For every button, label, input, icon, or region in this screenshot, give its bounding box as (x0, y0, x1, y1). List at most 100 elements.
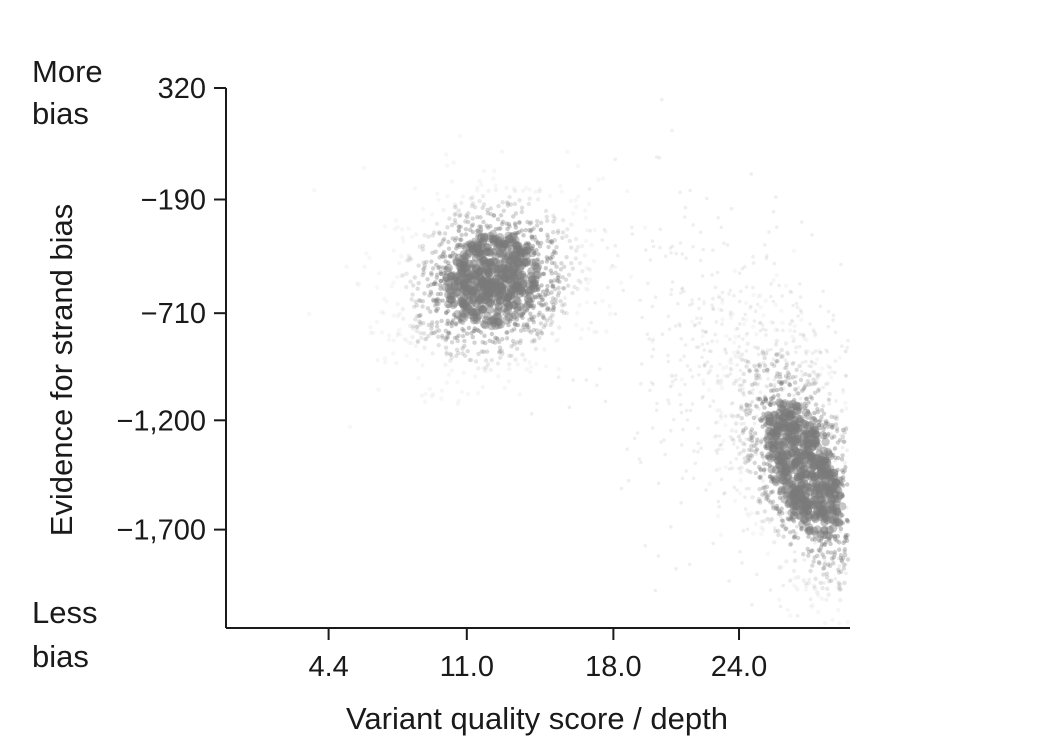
scatter-point (476, 234, 485, 243)
scatter-point (487, 338, 492, 343)
scatter-point (539, 240, 544, 246)
scatter-point (558, 267, 564, 272)
scatter-point (758, 474, 763, 479)
scatter-point (517, 198, 522, 203)
scatter-point (422, 399, 428, 404)
scatter-point (504, 336, 510, 341)
scatter-point (556, 275, 561, 280)
scatter-point (780, 485, 790, 495)
scatter-point (475, 327, 480, 332)
scatter-point (584, 378, 589, 382)
scatter-point (431, 298, 436, 304)
scatter-point (763, 435, 772, 444)
x-tick-label: 4.4 (308, 651, 348, 683)
scatter-point (707, 481, 712, 487)
scatter-point (676, 301, 680, 306)
scatter-point (728, 434, 733, 439)
scatter-point (446, 295, 455, 304)
scatter-point (779, 381, 784, 387)
scatter-point (536, 284, 541, 289)
y-tick-label: −190 (141, 184, 206, 216)
scatter-point (751, 292, 756, 298)
scatter-point (545, 288, 550, 293)
scatter-point (506, 222, 512, 227)
scatter-point (600, 238, 605, 242)
scatter-point (750, 399, 755, 404)
scatter-point (453, 205, 458, 210)
scatter-point (453, 252, 458, 258)
scatter-point (820, 517, 829, 527)
scatter-point (587, 267, 593, 273)
scatter-point (842, 549, 847, 554)
scatter-point (787, 380, 792, 385)
scatter-point (825, 526, 834, 535)
scatter-point (361, 165, 366, 170)
scatter-point (821, 427, 826, 432)
scatter-point (425, 306, 431, 311)
scatter-point (433, 280, 438, 285)
scatter-point (438, 278, 444, 284)
scatter-point (668, 246, 673, 250)
scatter-point (553, 300, 558, 305)
scatter-point (766, 493, 771, 498)
scatter-point (499, 221, 505, 227)
scatter-point (531, 261, 540, 271)
scatter-point (545, 256, 550, 262)
scatter-point (724, 333, 729, 339)
scatter-point (794, 531, 798, 536)
scatter-point (756, 294, 761, 299)
scatter-point (557, 325, 562, 330)
scatter-point (490, 339, 495, 344)
scatter-point (718, 414, 723, 418)
scatter-point (788, 410, 797, 419)
scatter-point (789, 435, 799, 444)
scatter-point (645, 332, 650, 337)
scatter-point (753, 431, 758, 436)
scatter-point (428, 309, 433, 314)
scatter-point (454, 335, 460, 340)
scatter-point (809, 604, 814, 609)
scatter-point (669, 287, 674, 292)
scatter-point (759, 531, 764, 537)
scatter-point (504, 313, 514, 322)
scatter-point (460, 320, 465, 325)
scatter-point (788, 613, 793, 618)
scatter-point (781, 464, 790, 473)
scatter-point (820, 526, 829, 535)
scatter-point (724, 374, 730, 379)
scatter-point (469, 203, 475, 209)
scatter-point (445, 294, 455, 304)
scatter-point (555, 293, 561, 298)
scatter-point (790, 318, 794, 323)
scatter-point (662, 438, 666, 442)
scatter-point (764, 454, 770, 460)
scatter-point (741, 371, 746, 377)
scatter-point (474, 248, 484, 257)
scatter-point (767, 463, 773, 468)
scatter-point (810, 233, 814, 237)
scatter-point (692, 449, 696, 453)
scatter-point (837, 540, 842, 545)
scatter-point (489, 235, 498, 244)
scatter-point (795, 419, 799, 423)
scatter-point (836, 567, 841, 572)
scatter-point (814, 501, 823, 510)
scatter-point (619, 486, 624, 491)
scatter-point (787, 480, 791, 484)
scatter-point (825, 562, 831, 567)
scatter-point (668, 428, 673, 433)
scatter-point (810, 563, 815, 568)
scatter-point (785, 510, 789, 515)
scatter-point (796, 314, 800, 318)
scatter-point (799, 317, 804, 323)
scatter-point (416, 298, 422, 303)
scatter-point (778, 374, 783, 380)
scatter-point (536, 252, 541, 257)
scatter-point (802, 385, 807, 390)
scatter-point (805, 523, 814, 532)
scatter-point (508, 252, 517, 261)
scatter-point (780, 320, 785, 326)
scatter-point (793, 406, 802, 416)
scatter-point (685, 418, 690, 422)
scatter-point (839, 557, 844, 563)
